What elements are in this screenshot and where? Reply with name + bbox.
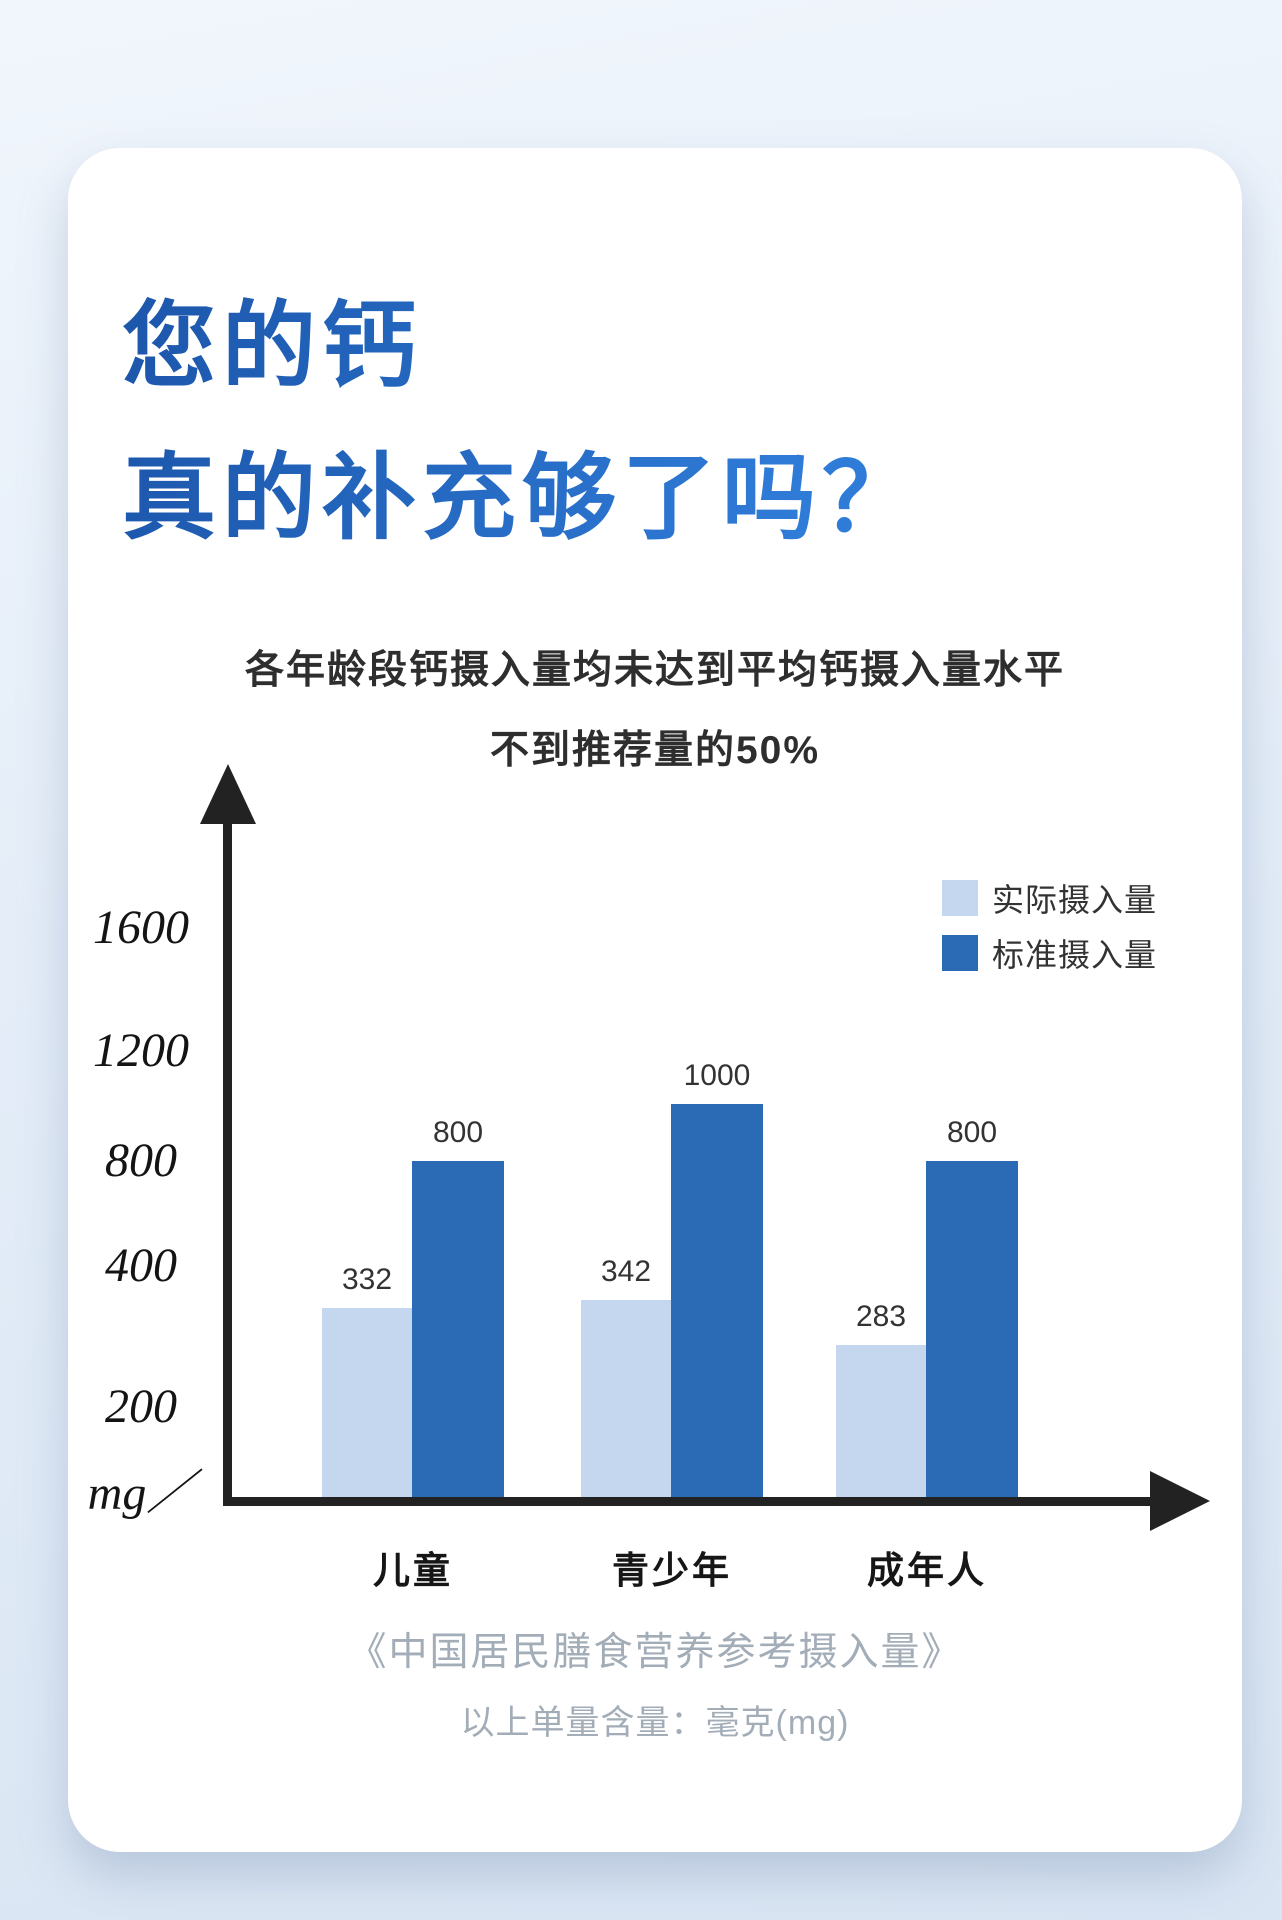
y-axis-tick-label: 1600 [93, 901, 189, 954]
bar-actual [581, 1300, 671, 1497]
legend-item-actual: 实际摄入量 [942, 878, 1157, 918]
y-axis-tick-label: 1200 [93, 1024, 189, 1077]
bar-value-label: 342 [600, 1255, 652, 1288]
y-axis-line [223, 820, 232, 1506]
bar-standard [412, 1161, 504, 1497]
y-axis-tick-label: 800 [105, 1134, 177, 1187]
title-line2: 真的补充够了吗？ [122, 445, 923, 550]
legend-label: 实际摄入量 [992, 882, 1158, 918]
legend-swatch-icon [942, 935, 978, 971]
main-title: 您的钙 真的补充够了吗？ [122, 270, 922, 574]
x-axis-arrow-icon [1150, 1471, 1210, 1531]
y-axis-unit-label: mg／ [87, 1467, 195, 1520]
subtitle-line2: 不到推荐量的50% [489, 729, 821, 772]
y-axis-tick-label: 400 [105, 1239, 177, 1292]
content-card [68, 148, 1242, 1852]
bar-value-label: 283 [855, 1300, 907, 1333]
bar-actual [836, 1345, 926, 1497]
bar-standard [926, 1161, 1018, 1497]
bar-value-label: 800 [432, 1116, 484, 1149]
bar-actual [322, 1308, 412, 1497]
title-line1: 您的钙 [122, 293, 423, 398]
subtitle-line1: 各年龄段钙摄入量均未达到平均钙摄入量水平 [244, 649, 1065, 692]
legend-label: 标准摄入量 [992, 937, 1158, 973]
y-axis-arrow-icon [200, 764, 256, 824]
bar-value-label: 800 [946, 1116, 998, 1149]
x-axis-category-label: 成年人 [867, 1550, 987, 1591]
bar-standard [671, 1104, 763, 1497]
unit-note: 以上单量含量：毫克(mg) [460, 1704, 850, 1742]
y-axis-tick-label: 200 [105, 1380, 177, 1433]
legend-item-standard: 标准摄入量 [942, 933, 1157, 973]
source-citation: 《中国居民膳食营养参考摄入量》 [347, 1631, 963, 1674]
x-axis-category-label: 儿童 [373, 1550, 453, 1591]
x-axis-line [223, 1497, 1163, 1506]
bar-value-label: 332 [341, 1263, 393, 1296]
legend-swatch-icon [942, 880, 978, 916]
bar-value-label: 1000 [683, 1059, 751, 1092]
x-axis-category-label: 青少年 [612, 1550, 732, 1591]
